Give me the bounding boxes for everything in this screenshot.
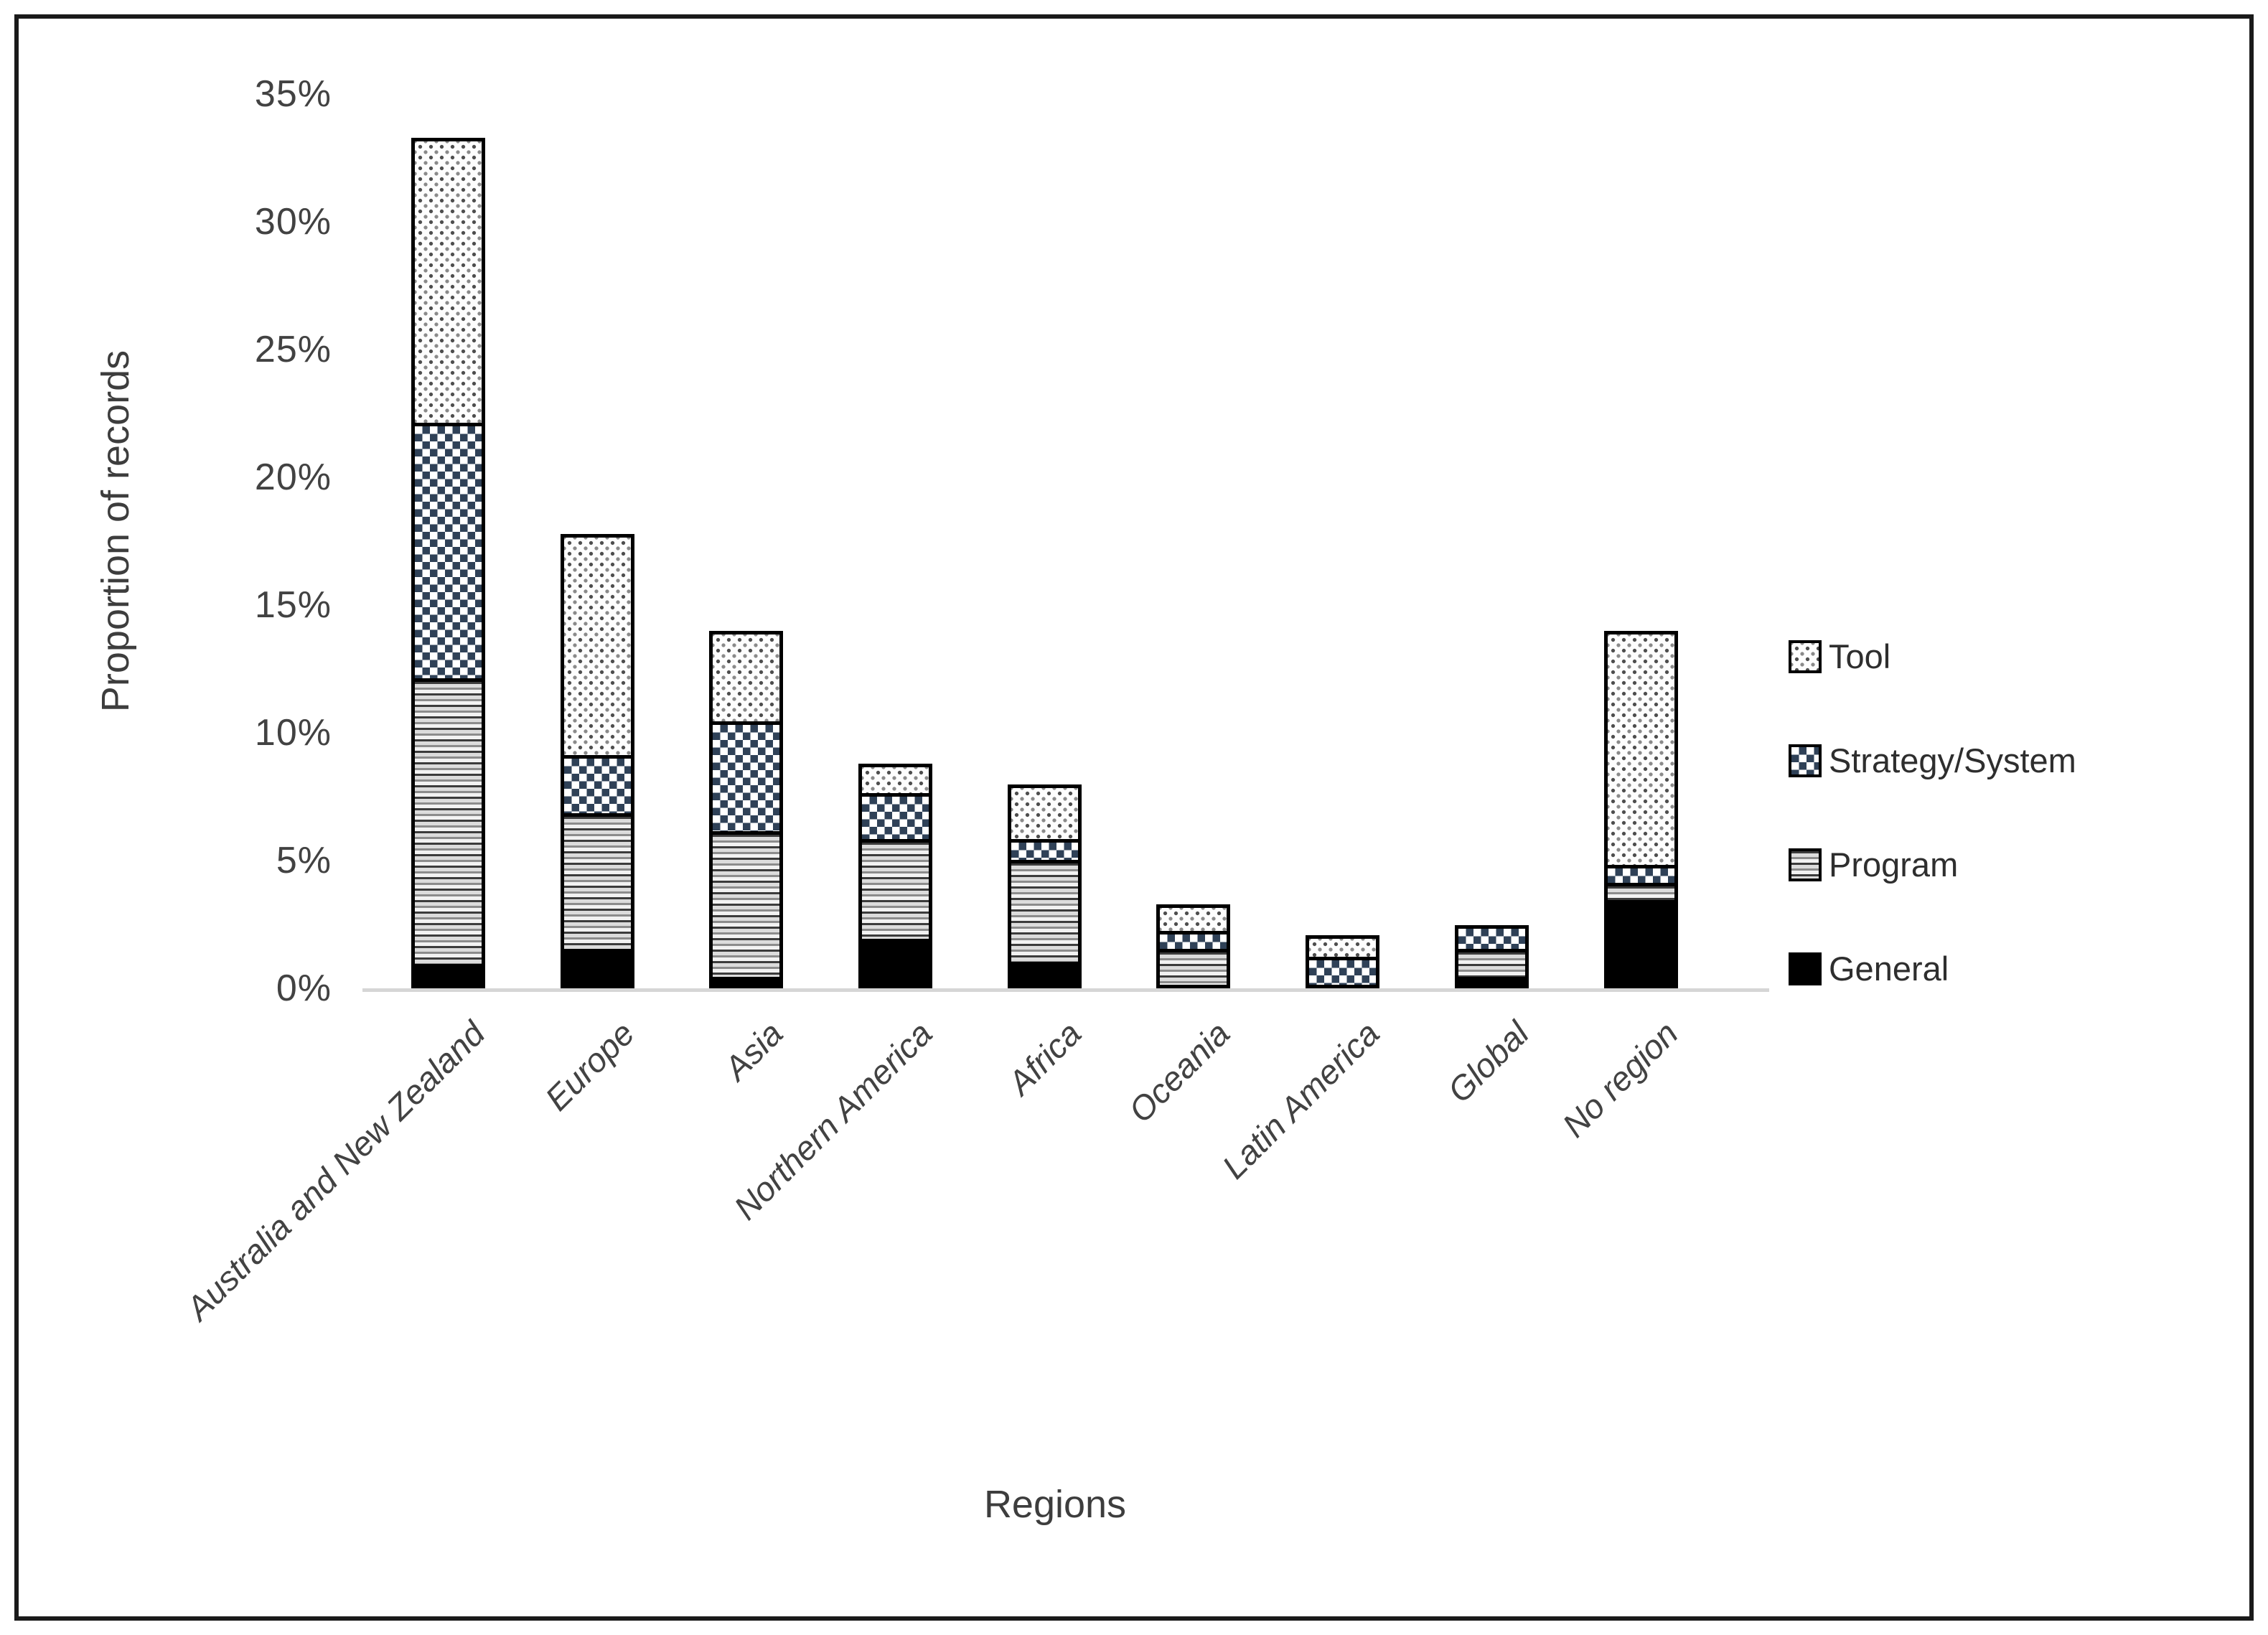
bar-segment-program [1160,949,1227,985]
y-tick-label: 15% [254,584,332,626]
legend-swatch-general-icon [1789,952,1822,985]
bar-segment-tool [1160,908,1227,932]
bar-asia [709,631,783,988]
bar-segment-strategy [1309,956,1376,985]
bar-segment-program [1011,859,1078,962]
bar-segment-strategy [862,792,929,839]
bar-segment-strategy [713,721,779,832]
x-axis-title: Regions [983,1483,1127,1526]
bar-segment-strategy [415,422,482,678]
bar-segment-general [1011,961,1078,985]
y-tick-label: 10% [254,712,332,754]
bar-segment-strategy [564,754,631,814]
bar-europe [561,534,634,988]
bar-australia-and-new-zealand [411,138,485,988]
legend-item-tool: Tool [1789,637,1890,676]
y-tick-label: 5% [276,840,332,881]
y-tick-label: 0% [276,968,332,1009]
y-tick-label: 35% [254,73,332,115]
bar-latin-america [1306,935,1379,988]
bar-segment-program [862,838,929,939]
bar-segment-strategy [1458,929,1525,950]
bar-segment-tool [713,634,779,722]
bar-segment-program [415,678,482,965]
bar-global [1455,925,1529,988]
bar-segment-strategy [1160,931,1227,950]
legend-item-general: General [1789,949,1949,988]
bar-segment-program [1608,882,1674,901]
bar-segment-general [415,964,482,985]
bar-segment-tool [1011,788,1078,840]
legend-label: Program [1829,845,1959,884]
y-tick-label: 25% [254,329,332,370]
bar-segment-program [1458,949,1525,978]
bar-segment-general [564,949,631,985]
chart-frame [14,14,2254,1621]
bar-segment-strategy [1608,864,1674,883]
bar-segment-tool [862,767,929,793]
bar-africa [1008,784,1082,988]
legend-item-strategy-system: Strategy/System [1789,741,2076,780]
bar-segment-program [564,813,631,950]
bar-segment-strategy [1011,839,1078,860]
legend-label: General [1829,950,1949,988]
bar-segment-general [862,938,929,985]
legend-label: Strategy/System [1829,741,2076,779]
y-tick-label: 20% [254,456,332,498]
bar-segment-program [713,831,779,978]
bar-segment-general [713,977,779,985]
legend-label: Tool [1829,637,1891,675]
legend-swatch-tool-icon [1789,640,1822,673]
bar-northern-america [858,764,932,988]
x-axis-line [362,988,1769,992]
bar-segment-tool [1309,939,1376,957]
legend-swatch-strategy-system-icon [1789,744,1822,777]
bar-segment-general [1608,900,1674,985]
y-axis-title: Proportion of records [94,350,137,713]
legend-swatch-program-icon [1789,848,1822,881]
bar-segment-tool [564,538,631,755]
bar-segment-tool [415,141,482,423]
bar-segment-general [1458,977,1525,985]
bar-segment-tool [1608,634,1674,865]
y-tick-label: 30% [254,201,332,243]
legend-item-program: Program [1789,845,1958,884]
bar-no-region [1604,631,1678,988]
bar-oceania [1156,904,1230,988]
